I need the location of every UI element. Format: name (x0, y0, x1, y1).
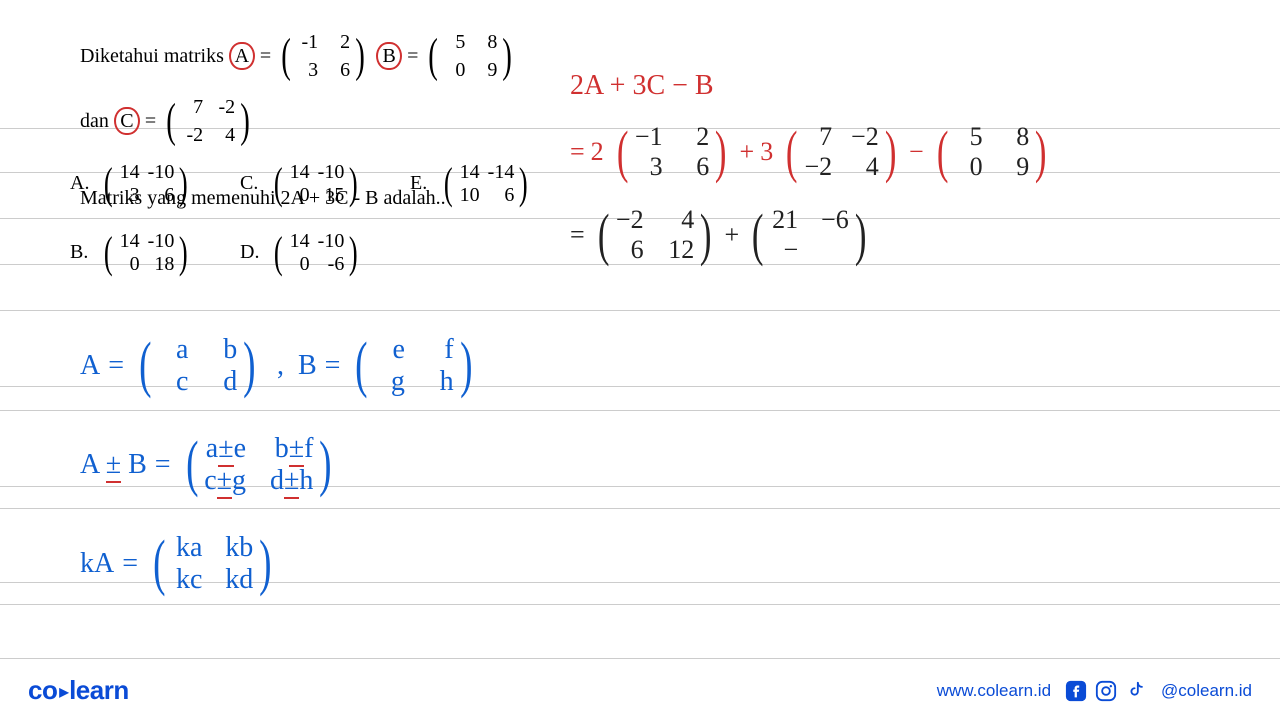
note-matrix: (kakbkckd) (149, 528, 276, 599)
eq: = (325, 350, 341, 382)
eq: = (155, 449, 171, 481)
coef: 3 (760, 137, 773, 167)
eq: = (122, 548, 138, 580)
option-B: B. (14-10018) (70, 227, 220, 278)
brand-logo: co▶learn (28, 675, 129, 706)
worked-solution: 2A + 3C − B = 2 (−1236) + 3 (7−2−24) − (… (570, 70, 1054, 284)
minus: − (909, 137, 924, 167)
opt-label: C. (240, 172, 262, 195)
lhs: kA (80, 548, 114, 580)
note-AB-def: A = (abcd) , B = (efgh) (80, 330, 479, 401)
logo-co: co (28, 675, 57, 705)
A-circle: A (229, 42, 255, 70)
B-circle: B (376, 42, 402, 70)
work-matrix: (7−2−24) (782, 118, 900, 185)
options-grid: A. (14-1036) C. (14-10015) E. (14-14106)… (70, 158, 560, 278)
opt-matrix: (14-10015) (271, 158, 361, 209)
work-title: 2A + 3C − B (570, 70, 1054, 102)
footer-url: www.colearn.id (937, 681, 1051, 701)
formula-notes: A = (abcd) , B = (efgh) A ± B = (a±eb±fc… (80, 330, 479, 627)
plus: + (740, 137, 755, 167)
opt-matrix: (14-100-6) (271, 227, 361, 278)
eq: = (108, 350, 124, 382)
dan-text: dan (80, 107, 109, 135)
logo-dot-icon: ▶ (59, 685, 68, 699)
opt-label: E. (410, 172, 432, 195)
opt-label: D. (240, 241, 262, 264)
note-matrix: (abcd) (135, 330, 260, 401)
instagram-icon (1095, 680, 1117, 702)
work-line-2: = (−24612) + (21−6−) (570, 201, 1054, 268)
facebook-icon (1065, 680, 1087, 702)
option-C: C. (14-10015) (240, 158, 390, 209)
work-matrix: (5809) (933, 118, 1051, 185)
matrix-A: (-1236) (278, 22, 368, 89)
opt-matrix: (14-1036) (101, 158, 191, 209)
work-matrix: (−1236) (613, 118, 731, 185)
eq: = (570, 137, 585, 167)
note-ApmB: A ± B = (a±eb±fc±gd±h) (80, 429, 479, 500)
option-E: E. (14-14106) (410, 158, 560, 209)
opt-matrix: (14-14106) (441, 158, 531, 209)
lhs: A (80, 449, 99, 480)
prefix-text: Diketahui matriks (80, 42, 224, 70)
coef: 2 (591, 137, 604, 167)
plus: + (725, 220, 740, 250)
note-matrix: (efgh) (351, 330, 476, 401)
note-matrix: (a±eb±fc±gd±h) (182, 429, 337, 500)
eq: = (260, 42, 271, 70)
matrix-B: (5809) (425, 22, 515, 89)
eq: = (570, 220, 585, 250)
opt-label: B. (70, 241, 92, 264)
pm: ± (106, 449, 121, 483)
lhs: A (80, 350, 100, 382)
matrix-C: (7-2-24) (163, 87, 253, 154)
social-icons (1065, 680, 1147, 702)
note-kA: kA = (kakbkckd) (80, 528, 479, 599)
lhs: B (298, 350, 317, 382)
lhs: B (128, 449, 147, 480)
opt-matrix: (14-10018) (101, 227, 191, 278)
eq: = (145, 107, 156, 135)
C-circle: C (114, 107, 140, 135)
comma: , (277, 350, 284, 382)
work-matrix: (−24612) (594, 201, 716, 268)
eq: = (407, 42, 418, 70)
footer-handle: @colearn.id (1161, 681, 1252, 701)
work-line-1: = 2 (−1236) + 3 (7−2−24) − (5809) (570, 118, 1054, 185)
opt-label: A. (70, 172, 92, 195)
work-matrix: (21−6−) (748, 201, 870, 268)
option-D: D. (14-100-6) (240, 227, 390, 278)
option-A: A. (14-1036) (70, 158, 220, 209)
footer: co▶learn www.colearn.id @colearn.id (0, 675, 1280, 706)
tiktok-icon (1125, 680, 1147, 702)
logo-learn: learn (69, 675, 129, 705)
